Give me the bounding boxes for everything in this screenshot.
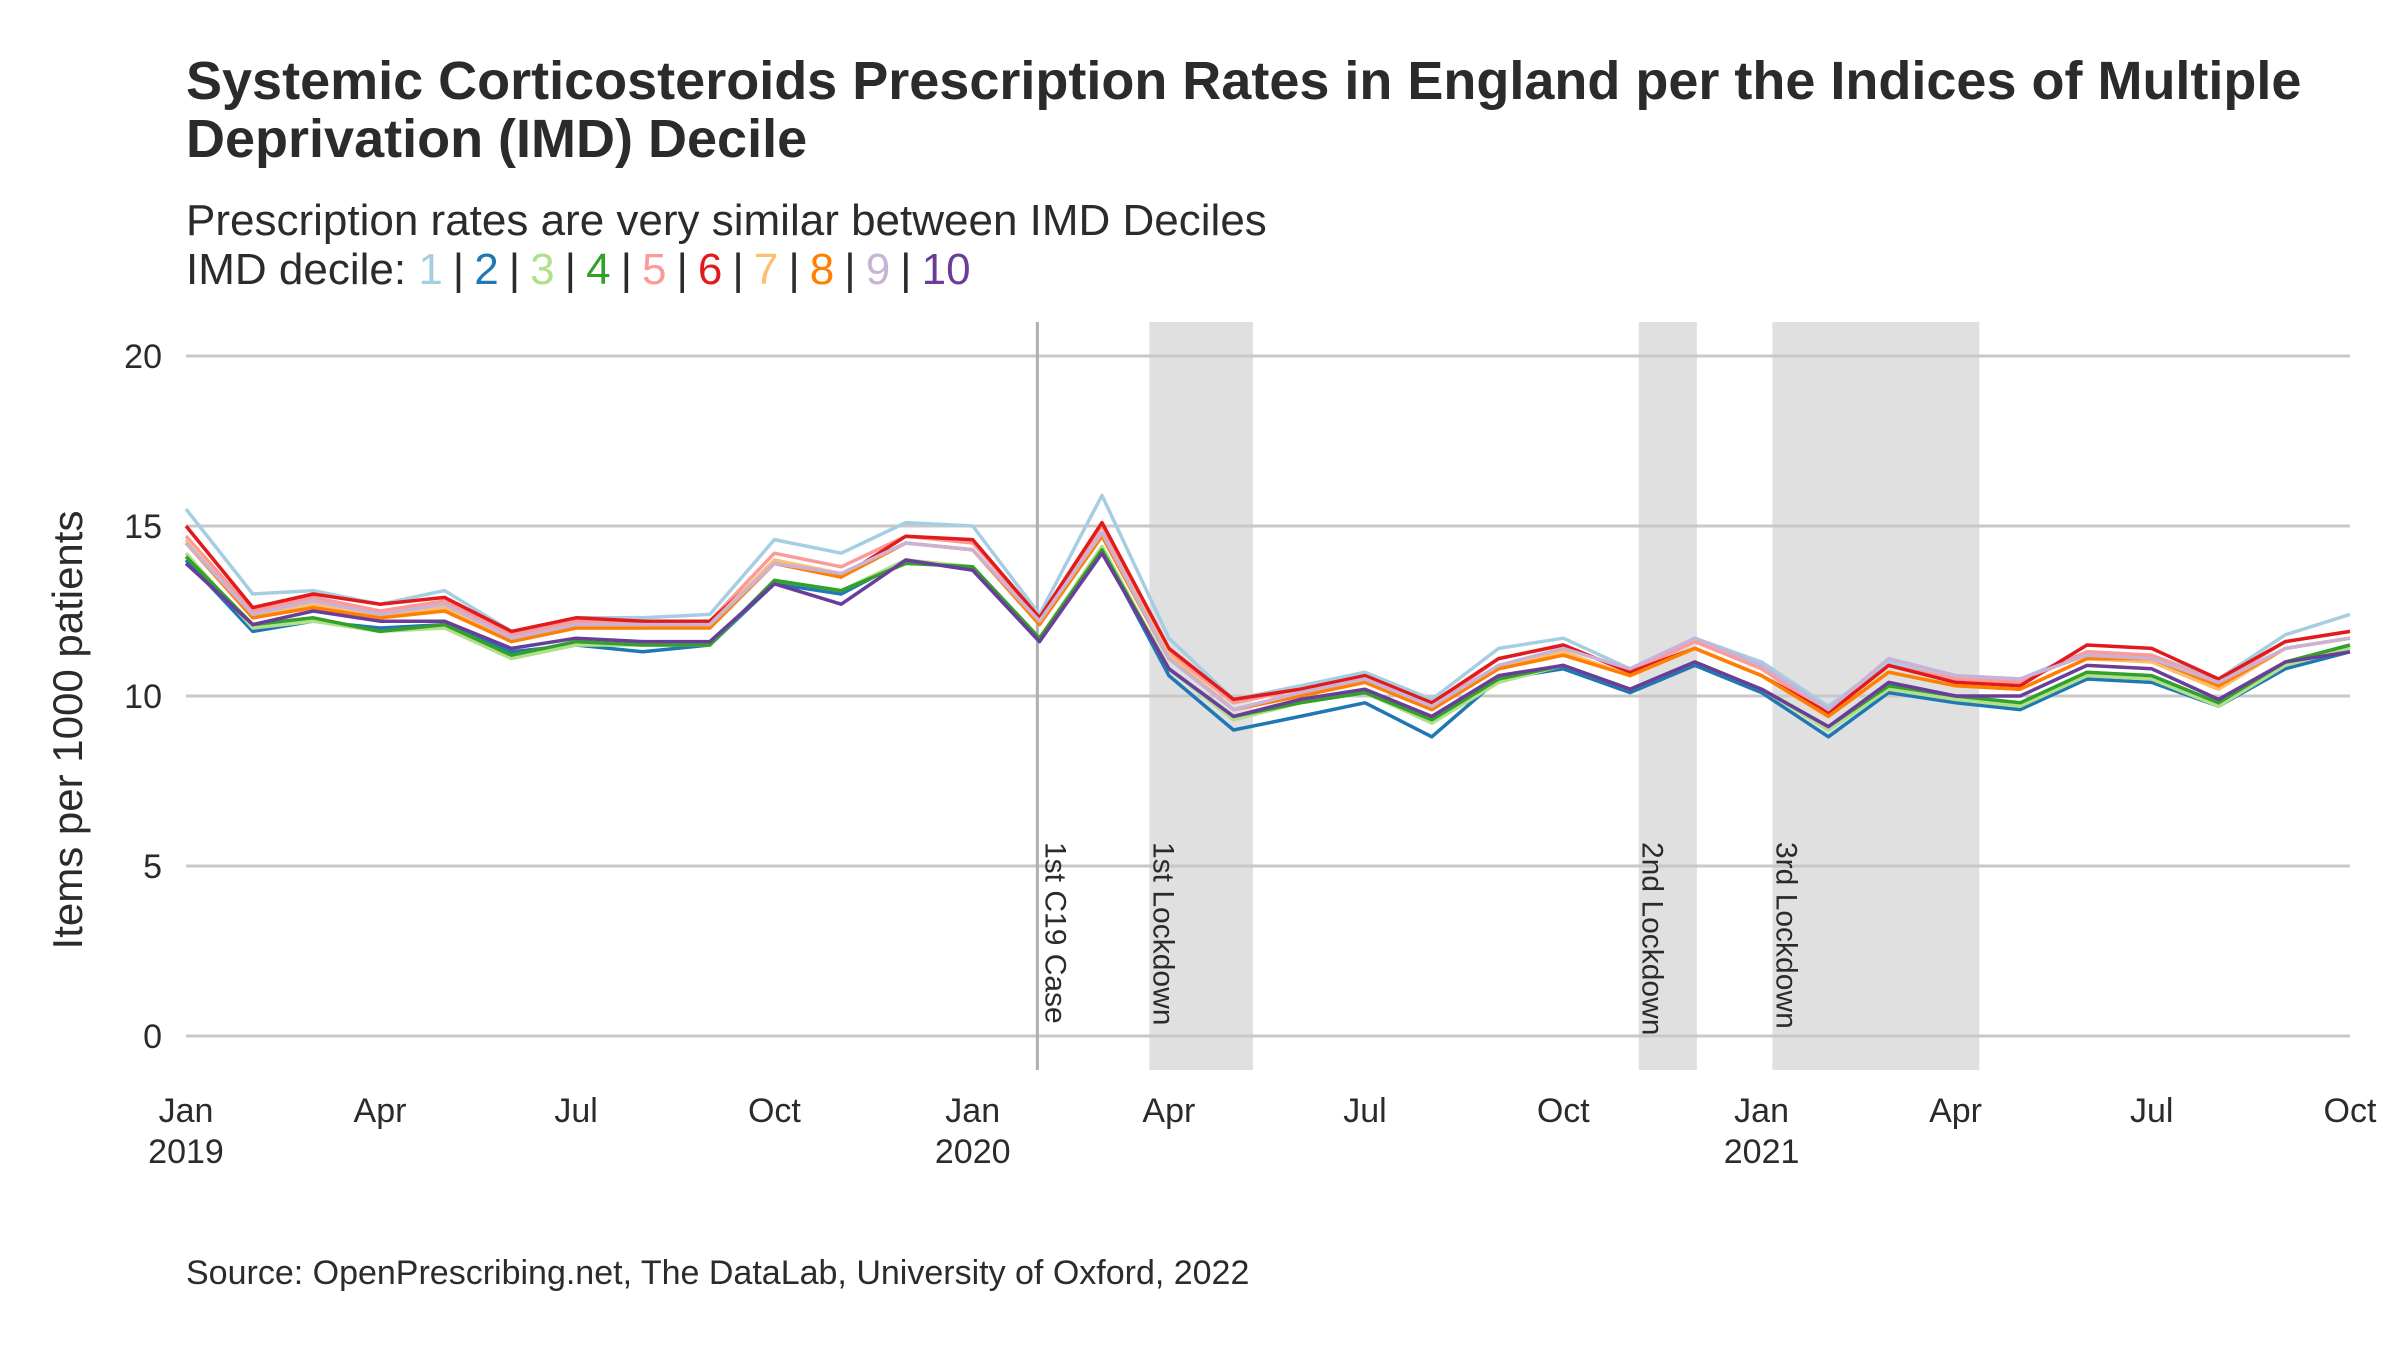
legend: IMD decile: 1 | 2 | 3 | 4 | 5 | 6 | 7 | 8 | 9 | 10 — [186, 244, 971, 296]
legend-item-9: 9 — [865, 245, 891, 294]
chart-subtitle: Prescription rates are very similar betw… — [186, 196, 1267, 245]
x-tick-year-8: 2021 — [1724, 1133, 1800, 1171]
lockdown-label-3: 3rd Lockdown — [1769, 842, 1802, 1029]
chart-title: Systemic Corticosteroids Prescription Ra… — [186, 51, 2302, 169]
x-tick-label-0: Jan — [159, 1092, 214, 1130]
source-caption: Source: OpenPrescribing.net, The DataLab… — [186, 1254, 1250, 1292]
legend-item-3: 3 — [530, 245, 555, 294]
y-tick-label-5: 5 — [143, 848, 162, 886]
y-tick-label-10: 10 — [124, 678, 162, 716]
legend-item-4: 4 — [586, 245, 611, 294]
series-line-imd-9 — [184, 531, 2351, 712]
x-tick-label-10: Jul — [2130, 1092, 2173, 1130]
x-tick-label-3: Oct — [748, 1092, 801, 1130]
legend-separator: | — [788, 245, 800, 294]
legend-item-2: 2 — [474, 245, 499, 294]
legend-item-8: 8 — [809, 245, 835, 294]
y-tick-label-0: 0 — [143, 1018, 162, 1056]
series-line-imd-8 — [184, 534, 2351, 719]
series-line-imd-7 — [184, 531, 2351, 719]
legend-prefix: IMD decile: — [186, 245, 407, 294]
legend-items: 1 | 2 | 3 | 4 | 5 | 6 | 7 | 8 | 9 | 10 — [418, 245, 970, 294]
legend-item-10: 10 — [921, 245, 971, 294]
series-lines — [184, 493, 2351, 739]
x-tick-label-8: Jan — [1734, 1092, 1789, 1130]
x-tick-year-4: 2020 — [935, 1133, 1011, 1171]
legend-separator: | — [508, 245, 521, 294]
legend-separator: | — [900, 245, 912, 294]
y-tick-label-15: 15 — [124, 508, 162, 546]
x-tick-label-5: Apr — [1142, 1092, 1195, 1130]
annotation-labels: 1st Lockdown 2nd Lockdown 3rd Lockdown 1st … — [1038, 842, 1802, 1035]
x-tick-label-9: Apr — [1929, 1092, 1982, 1130]
legend-item-6: 6 — [697, 245, 723, 294]
series-line-imd-10 — [184, 551, 2351, 729]
lockdown-label-1: 1st Lockdown — [1146, 842, 1179, 1025]
y-axis-ticks: 0 5 10 15 20 — [124, 338, 162, 1056]
legend-separator: | — [732, 245, 744, 294]
legend-separator: | — [844, 245, 856, 294]
y-tick-label-20: 20 — [124, 338, 162, 376]
x-tick-year-0: 2019 — [148, 1133, 224, 1171]
x-tick-label-6: Jul — [1343, 1092, 1386, 1130]
legend-item-5: 5 — [642, 245, 667, 294]
legend-separator: | — [452, 245, 465, 294]
legend-item-7: 7 — [753, 245, 779, 294]
legend-separator: | — [620, 245, 632, 294]
x-tick-label-7: Oct — [1537, 1092, 1590, 1130]
x-tick-label-1: Apr — [354, 1092, 407, 1130]
legend-item-1: 1 — [418, 245, 443, 294]
y-axis-title: Items per 1000 patients — [44, 511, 91, 950]
series-line-imd-6 — [184, 520, 2351, 715]
x-tick-label-4: Jan — [945, 1092, 1000, 1130]
lockdown-label-2: 2nd Lockdown — [1636, 842, 1669, 1035]
x-tick-label-2: Jul — [554, 1092, 597, 1130]
legend-separator: | — [564, 245, 577, 294]
legend-separator: | — [676, 245, 688, 294]
event-label-1: 1st C19 Case — [1038, 842, 1071, 1024]
x-tick-label-11: Oct — [2324, 1092, 2377, 1130]
